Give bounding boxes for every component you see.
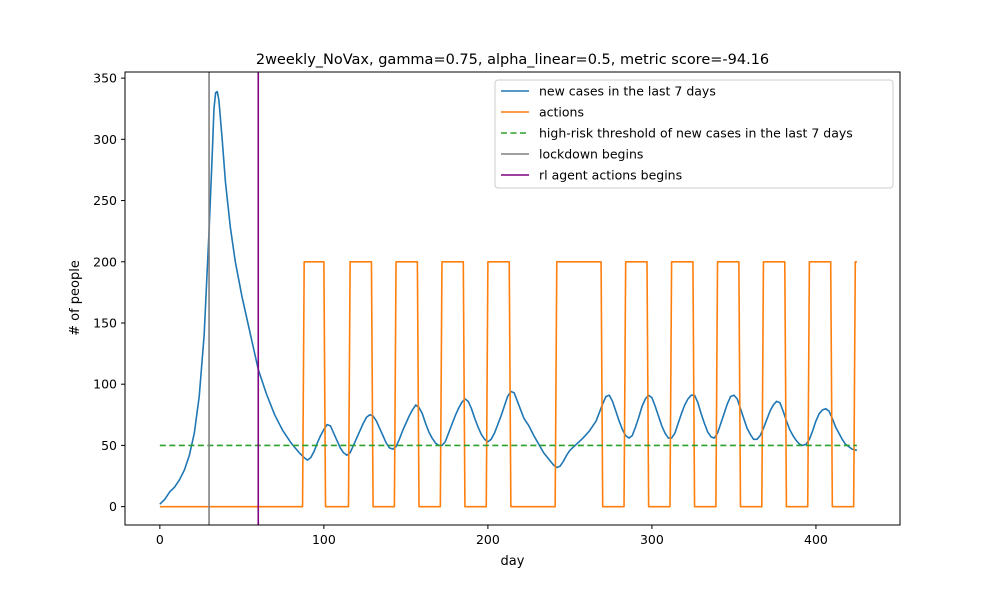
plot-frame (124, 71, 901, 526)
series-line-1 (159, 260, 857, 508)
y-axis-label: # of people (68, 260, 83, 336)
legend-label-4: rl agent actions begins (539, 168, 682, 183)
x-tick-label-3: 300 (640, 532, 664, 547)
y-tick-label-7: 350 (93, 71, 117, 86)
y-tick-label-5: 250 (93, 193, 117, 208)
legend: new cases in the last 7 days actions high-… (494, 79, 894, 189)
legend-label-1: actions (539, 105, 584, 120)
x-tick-label-4: 400 (804, 532, 828, 547)
x-tick-label-1: 100 (312, 532, 336, 547)
y-tick-label-1: 50 (101, 438, 117, 453)
chart-title: 2weekly_NoVax, gamma=0.75, alpha_linear=… (256, 52, 769, 68)
series-line-0 (159, 90, 858, 505)
y-tick-label-6: 300 (93, 132, 117, 147)
vline-layer (208, 72, 260, 525)
legend-box (494, 79, 894, 189)
y-tick-label-0: 0 (109, 499, 117, 514)
legend-label-2: high-risk threshold of new cases in the … (539, 126, 853, 141)
y-tick-label-3: 150 (93, 315, 117, 330)
y-tick-label-4: 200 (93, 254, 117, 269)
x-tick-label-2: 200 (476, 532, 500, 547)
y-tick-label-2: 100 (93, 377, 117, 392)
legend-label-3: lockdown begins (539, 147, 643, 162)
x-tick-label-0: 0 (156, 532, 164, 547)
series-layer (159, 90, 858, 508)
tick-layer: 0 100 200 300 400 0 50 100 150 200 250 300 350 (93, 71, 828, 547)
x-axis-label: day (501, 554, 525, 569)
legend-label-0: new cases in the last 7 days (539, 84, 716, 99)
